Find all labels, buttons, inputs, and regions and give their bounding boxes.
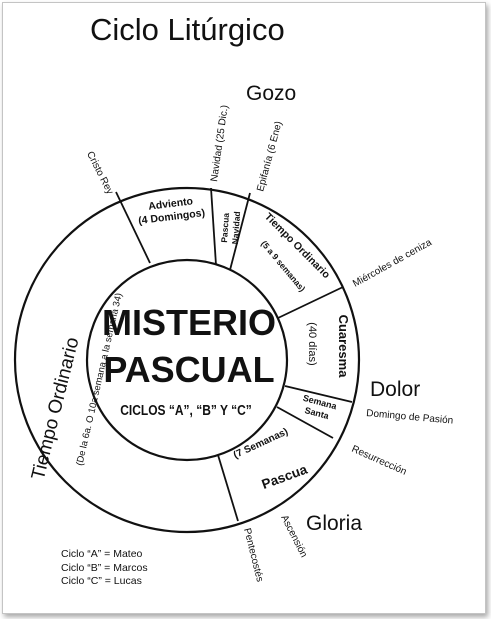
event-epifania: Epifanía (6 Ene) bbox=[255, 120, 284, 193]
diagram-title: Ciclo Litúrgico bbox=[90, 12, 285, 47]
event-resurreccion: Resurrección bbox=[350, 444, 408, 478]
mood-dolor: Dolor bbox=[370, 378, 420, 401]
outer-ring bbox=[13, 186, 361, 534]
event-navidad: Navidad (25 Dic.) bbox=[209, 104, 231, 182]
event-ascension: Ascensión bbox=[278, 513, 309, 559]
legend-item-c: Ciclo “C” = Lucas bbox=[61, 575, 142, 587]
season-adviento: Adviento bbox=[148, 195, 194, 212]
season-pascua-navidad-1: Pascua bbox=[219, 212, 231, 243]
event-domingo-pasion: Domingo de Pasión bbox=[366, 408, 454, 427]
season-cuaresma-sub: (40 días) bbox=[306, 322, 318, 365]
season-cuaresma: Cuaresma bbox=[336, 315, 351, 379]
divider-epifania bbox=[229, 192, 251, 271]
legend-item-a: Ciclo “A” = Mateo bbox=[61, 548, 143, 560]
divider-navidad bbox=[210, 187, 217, 266]
mood-gozo: Gozo bbox=[246, 82, 296, 105]
center-title-line2: PASCUAL bbox=[103, 349, 274, 390]
divider-resurreccion bbox=[276, 406, 334, 439]
mood-gloria: Gloria bbox=[306, 512, 362, 535]
gospel-cycles-legend: Ciclo “A” = Mateo Ciclo “B” = Marcos Cic… bbox=[61, 548, 148, 589]
diagram-page bbox=[2, 2, 486, 614]
season-pascua-navidad-2: Navidad bbox=[230, 211, 242, 245]
divider-pasion bbox=[284, 385, 353, 403]
divider-cristo-rey bbox=[115, 191, 151, 264]
center-cycles-label: CICLOS “A”, “B” Y “C” bbox=[120, 402, 252, 419]
divider-pentecostes bbox=[217, 454, 239, 522]
event-miercoles-ceniza: Miércoles de ceniza bbox=[351, 237, 434, 290]
event-pentecostes: Pentecostés bbox=[241, 527, 265, 583]
event-cristo-rey: Cristo Rey bbox=[84, 150, 115, 197]
divider-ceniza bbox=[277, 286, 344, 319]
center-title-line1: MISTERIO bbox=[102, 302, 276, 343]
inner-ring bbox=[85, 258, 289, 462]
legend-item-b: Ciclo “B” = Marcos bbox=[61, 561, 148, 574]
